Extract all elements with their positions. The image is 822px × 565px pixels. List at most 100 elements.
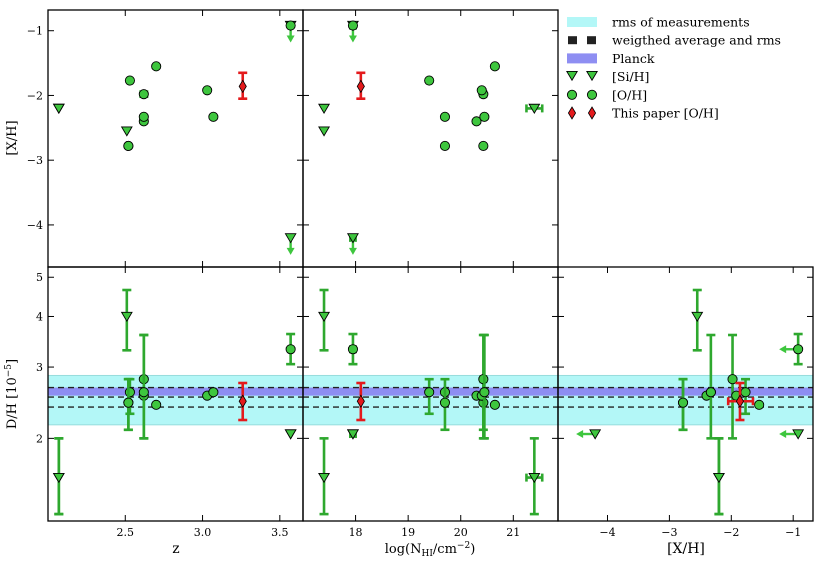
point-group xyxy=(318,288,331,352)
legend-item: This paper [O/H] xyxy=(567,106,719,121)
x-axis-label-nhi-unit: /cm xyxy=(433,542,457,557)
oh-marker xyxy=(479,111,490,122)
sih-marker xyxy=(120,126,133,137)
point-group xyxy=(525,103,544,114)
point-group xyxy=(238,381,248,422)
x-tick-label: 19 xyxy=(401,526,415,539)
legend-swatch-wmean xyxy=(568,36,577,45)
this-paper-marker xyxy=(567,106,577,120)
point-group xyxy=(123,140,134,151)
legend-item: Planck xyxy=(567,51,655,66)
y-axis-label-dh-text: D/H [10 xyxy=(5,377,20,429)
point-group xyxy=(52,103,65,114)
x-tick-label: −4 xyxy=(599,526,615,539)
x-tick-label: 18 xyxy=(349,526,363,539)
point-group xyxy=(202,85,213,96)
oh-marker xyxy=(754,399,765,410)
legend-item: weigthed average and rms xyxy=(568,33,781,48)
oh-marker xyxy=(478,140,489,151)
point-group xyxy=(489,399,500,410)
point-group xyxy=(439,377,451,432)
sih-marker xyxy=(52,103,65,114)
point-group xyxy=(779,429,805,440)
legend-swatch-planck xyxy=(567,53,597,64)
point-group xyxy=(318,126,331,137)
legend-item: [O/H] xyxy=(566,87,647,102)
upper-limit-arrowhead xyxy=(779,430,787,439)
oh-marker xyxy=(439,140,451,151)
oh-marker xyxy=(123,140,134,151)
point-group xyxy=(138,111,149,122)
upper-limit-arrowhead xyxy=(286,247,295,255)
point-group xyxy=(525,437,544,516)
oh-marker xyxy=(471,116,482,127)
this-paper-marker xyxy=(356,394,365,409)
oh-marker xyxy=(347,344,358,355)
oh-marker xyxy=(123,397,134,408)
rms-band xyxy=(48,374,303,426)
sih-marker xyxy=(712,472,725,484)
band-group-bl xyxy=(48,374,303,426)
oh-marker xyxy=(489,61,500,72)
oh-marker xyxy=(151,61,162,72)
y-tick-label: −3 xyxy=(27,154,43,167)
sih-marker xyxy=(346,233,359,244)
point-group xyxy=(356,71,366,100)
point-group xyxy=(754,399,765,410)
oh-marker xyxy=(285,20,296,31)
band-layer xyxy=(48,374,813,426)
point-group xyxy=(479,111,490,122)
rms-band xyxy=(303,374,558,426)
oh-marker xyxy=(566,89,578,100)
this-paper-marker xyxy=(238,394,247,409)
sih-marker xyxy=(52,472,65,484)
sih-marker xyxy=(691,311,704,323)
oh-marker xyxy=(138,387,149,398)
legend-label: This paper [O/H] xyxy=(612,106,719,121)
point-group xyxy=(318,103,331,114)
point-group xyxy=(439,140,451,151)
point-group xyxy=(439,111,451,122)
oh-marker xyxy=(208,111,219,122)
legend-label: rms of measurements xyxy=(612,15,750,30)
y-tick-label: 3 xyxy=(36,361,43,374)
point-group xyxy=(489,61,500,72)
oh-marker xyxy=(424,387,435,398)
legend-label: [O/H] xyxy=(612,87,647,102)
point-group xyxy=(151,399,162,410)
sih-marker xyxy=(318,126,331,137)
oh-marker xyxy=(138,111,149,122)
panel-frame-tl xyxy=(47,9,304,268)
point-group xyxy=(346,233,359,255)
sih-marker xyxy=(566,70,578,82)
point-group xyxy=(478,140,489,151)
upper-limit-arrowhead xyxy=(348,35,357,43)
point-group xyxy=(284,429,297,440)
panel-frame-tm xyxy=(302,9,559,268)
x-tick-label: 3.0 xyxy=(194,526,212,539)
x-tick-label: 20 xyxy=(454,526,468,539)
point-group xyxy=(284,233,297,255)
point-group xyxy=(346,429,359,440)
point-group xyxy=(705,333,716,440)
this-paper-marker xyxy=(238,79,247,94)
x-axis-label-nhi-text: log(N xyxy=(385,542,422,557)
oh-marker xyxy=(586,89,598,100)
planck-band xyxy=(48,387,303,396)
oh-marker xyxy=(124,75,135,86)
oh-marker xyxy=(479,387,490,398)
legend-item: rms of measurements xyxy=(567,15,750,30)
y-axis-label-dh-exponent: −5 xyxy=(4,364,14,378)
x-tick-label: 2.5 xyxy=(117,526,135,539)
point-group xyxy=(138,333,149,440)
axes-layer: −1 −2 −3 −4 2.5 3.0 3.5 2 3 4 5 18 19 20 21 −4 −3 −2 −1 xyxy=(27,9,814,539)
point-group xyxy=(124,75,135,86)
y-axis-label-dh-close: ] xyxy=(5,359,20,364)
legend-swatch-wmean xyxy=(587,36,596,45)
sih-marker xyxy=(528,103,541,114)
x-axis-label-nhi: log(NHI/cm−2) xyxy=(385,541,476,559)
point-group xyxy=(726,381,755,422)
oh-marker xyxy=(202,85,213,96)
legend-swatch-rms xyxy=(567,17,597,27)
x-tick-label: 3.5 xyxy=(271,526,289,539)
